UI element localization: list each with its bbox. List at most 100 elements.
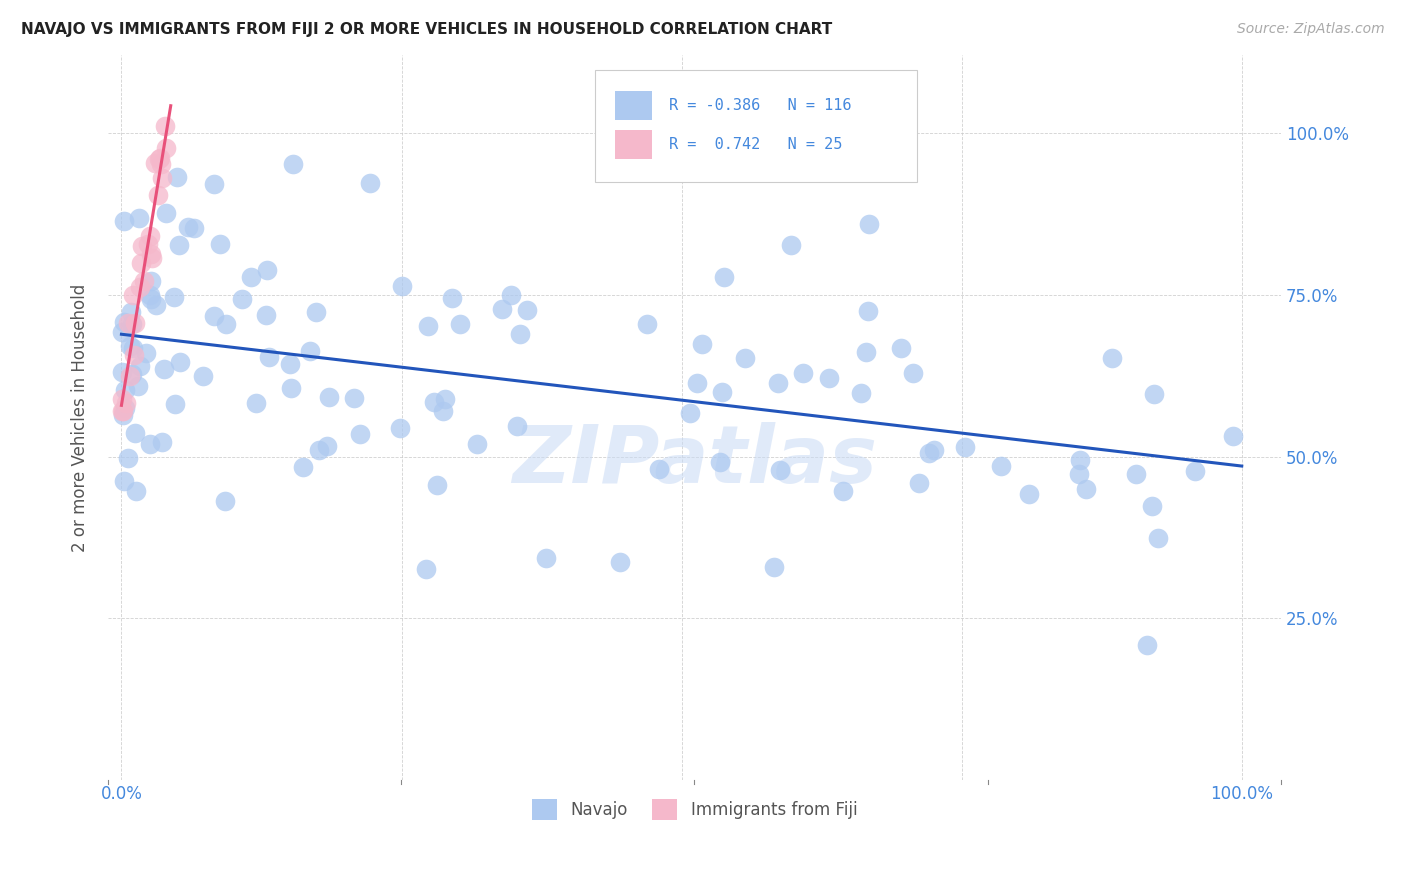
Point bbox=[1067, 467, 1090, 481]
Point bbox=[855, 345, 877, 359]
Point bbox=[1143, 386, 1166, 401]
Point bbox=[112, 315, 135, 329]
Point bbox=[257, 350, 280, 364]
Point bbox=[114, 401, 136, 416]
Point bbox=[648, 462, 671, 476]
Point bbox=[690, 337, 713, 351]
Point bbox=[990, 458, 1012, 473]
Point bbox=[441, 291, 464, 305]
Point bbox=[360, 176, 382, 190]
Point bbox=[1147, 531, 1170, 545]
Text: R = -0.386   N = 116: R = -0.386 N = 116 bbox=[669, 98, 851, 113]
Point bbox=[112, 474, 135, 488]
Point bbox=[318, 390, 340, 404]
Point bbox=[155, 206, 177, 220]
Point bbox=[111, 365, 134, 379]
Point bbox=[141, 247, 163, 261]
Point bbox=[202, 309, 225, 323]
Point bbox=[148, 152, 170, 166]
Point bbox=[1140, 499, 1163, 513]
Point bbox=[163, 397, 186, 411]
Point bbox=[491, 301, 513, 316]
Point bbox=[169, 354, 191, 368]
Legend: Navajo, Immigrants from Fiji: Navajo, Immigrants from Fiji bbox=[524, 793, 863, 826]
Text: NAVAJO VS IMMIGRANTS FROM FIJI 2 OR MORE VEHICLES IN HOUSEHOLD CORRELATION CHART: NAVAJO VS IMMIGRANTS FROM FIJI 2 OR MORE… bbox=[21, 22, 832, 37]
Point bbox=[153, 362, 176, 376]
Point bbox=[465, 437, 488, 451]
Point bbox=[779, 237, 801, 252]
Point bbox=[239, 269, 262, 284]
Point bbox=[141, 251, 163, 265]
Bar bbox=[614, 91, 652, 120]
Point bbox=[111, 404, 134, 418]
Point bbox=[143, 156, 166, 170]
Point bbox=[139, 293, 162, 307]
Point bbox=[112, 404, 135, 418]
Point bbox=[1136, 639, 1159, 653]
Point bbox=[1222, 428, 1244, 442]
Point bbox=[434, 392, 457, 406]
Point bbox=[516, 303, 538, 318]
Point bbox=[679, 406, 702, 420]
Point bbox=[166, 169, 188, 184]
Point bbox=[425, 477, 447, 491]
Point bbox=[1101, 351, 1123, 365]
Point bbox=[122, 342, 145, 356]
Point bbox=[449, 317, 471, 331]
Point bbox=[709, 455, 731, 469]
Text: ZIPatlas: ZIPatlas bbox=[512, 422, 877, 500]
Point bbox=[849, 385, 872, 400]
Point bbox=[818, 371, 841, 385]
Point bbox=[145, 298, 167, 312]
Y-axis label: 2 or more Vehicles in Household: 2 or more Vehicles in Household bbox=[72, 284, 89, 552]
Text: R =  0.742   N = 25: R = 0.742 N = 25 bbox=[669, 136, 842, 152]
Point bbox=[125, 483, 148, 498]
Point bbox=[1069, 452, 1091, 467]
Point bbox=[129, 256, 152, 270]
Point bbox=[208, 237, 231, 252]
Point bbox=[139, 287, 162, 301]
Point bbox=[1018, 487, 1040, 501]
Point bbox=[280, 381, 302, 395]
Point bbox=[534, 550, 557, 565]
Point bbox=[305, 305, 328, 319]
Point bbox=[146, 188, 169, 202]
Point bbox=[889, 341, 911, 355]
Point bbox=[215, 317, 238, 331]
Point bbox=[124, 317, 146, 331]
Point bbox=[299, 343, 322, 358]
Text: Source: ZipAtlas.com: Source: ZipAtlas.com bbox=[1237, 22, 1385, 37]
Point bbox=[415, 562, 437, 576]
Point bbox=[713, 269, 735, 284]
Point bbox=[501, 287, 523, 301]
Point bbox=[183, 220, 205, 235]
Point bbox=[121, 368, 143, 382]
Point bbox=[121, 318, 143, 332]
Point bbox=[1076, 482, 1098, 496]
Point bbox=[124, 426, 146, 441]
Point bbox=[766, 376, 789, 391]
Point bbox=[114, 396, 136, 410]
Point bbox=[432, 404, 454, 418]
Point bbox=[901, 366, 924, 380]
Point bbox=[150, 434, 173, 449]
Point bbox=[120, 304, 142, 318]
Point bbox=[214, 494, 236, 508]
Point bbox=[308, 443, 330, 458]
Point bbox=[734, 351, 756, 366]
Point bbox=[139, 437, 162, 451]
Point bbox=[918, 446, 941, 460]
Point bbox=[763, 559, 786, 574]
Point bbox=[112, 214, 135, 228]
Point bbox=[254, 308, 277, 322]
Point bbox=[908, 476, 931, 491]
Point bbox=[155, 141, 177, 155]
Point bbox=[685, 376, 707, 391]
Point bbox=[149, 157, 172, 171]
Point bbox=[136, 237, 159, 252]
Point bbox=[128, 359, 150, 373]
Point bbox=[792, 366, 814, 380]
Point bbox=[343, 391, 366, 405]
Point bbox=[177, 219, 200, 234]
Point bbox=[149, 151, 172, 165]
